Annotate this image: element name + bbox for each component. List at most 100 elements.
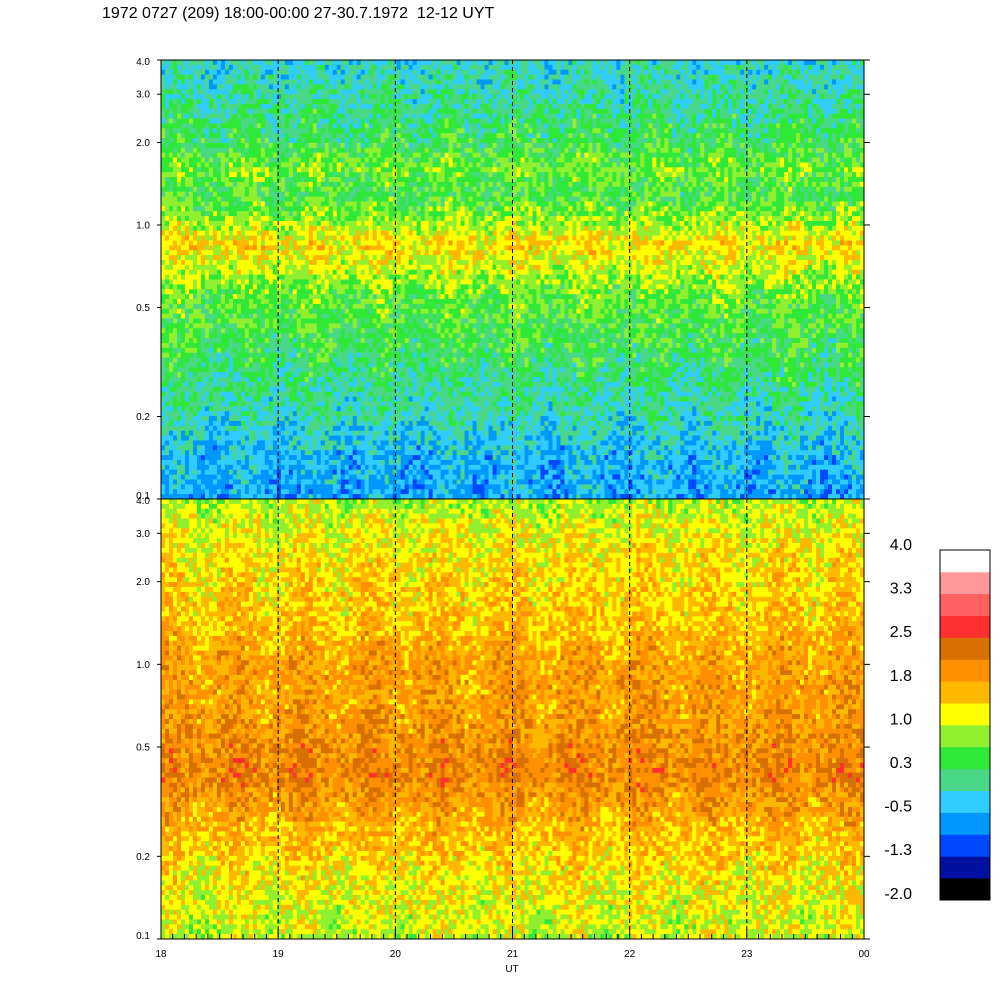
heatmap-cell (445, 182, 449, 187)
heatmap-cell (784, 65, 788, 70)
heatmap-cell (768, 177, 772, 182)
heatmap-cell (524, 60, 528, 65)
heatmap-cell (648, 187, 652, 192)
heatmap-cell (397, 153, 401, 158)
heatmap-cell (305, 70, 309, 75)
heatmap-cell (592, 75, 596, 80)
heatmap-cell (752, 99, 756, 104)
heatmap-cell (572, 123, 576, 128)
heatmap-cell (217, 123, 221, 128)
heatmap-cell (349, 84, 353, 89)
heatmap-cell (760, 104, 764, 109)
heatmap-cell (784, 148, 788, 153)
heatmap-cell (792, 80, 796, 85)
heatmap-cell (505, 148, 509, 153)
heatmap-cell (756, 172, 760, 177)
heatmap-cell (417, 75, 421, 80)
heatmap-cell (309, 94, 313, 99)
heatmap-cell (449, 75, 453, 80)
heatmap-cell (241, 167, 245, 172)
heatmap-cell (201, 143, 205, 148)
heatmap-cell (273, 60, 277, 65)
heatmap-cell (848, 89, 852, 94)
heatmap-cell (453, 182, 457, 187)
heatmap-cell (612, 89, 616, 94)
heatmap-cell (516, 123, 520, 128)
heatmap-cell (588, 138, 592, 143)
heatmap-cell (560, 172, 564, 177)
heatmap-cell (197, 143, 201, 148)
heatmap-cell (588, 99, 592, 104)
heatmap-cell (249, 119, 253, 124)
heatmap-cell (756, 94, 760, 99)
heatmap-cell (377, 94, 381, 99)
heatmap-cell (253, 192, 257, 197)
heatmap-cell (804, 123, 808, 128)
heatmap-cell (852, 133, 856, 138)
heatmap-cell (824, 138, 828, 143)
heatmap-cell (345, 182, 349, 187)
heatmap-cell (516, 172, 520, 177)
heatmap-cell (652, 158, 656, 163)
heatmap-cell (253, 197, 257, 202)
heatmap-cell (620, 80, 624, 85)
heatmap-cell (377, 143, 381, 148)
heatmap-cell (636, 158, 640, 163)
heatmap-cell (664, 133, 668, 138)
heatmap-cell (608, 192, 612, 197)
heatmap-cell (552, 162, 556, 167)
heatmap-cell (209, 99, 213, 104)
heatmap-cell (333, 197, 337, 202)
heatmap-cell (253, 153, 257, 158)
heatmap-cell (497, 70, 501, 75)
heatmap-cell (832, 89, 836, 94)
heatmap-cell (353, 192, 357, 197)
heatmap-cell (381, 162, 385, 167)
heatmap-cell (357, 187, 361, 192)
heatmap-cell (592, 114, 596, 119)
heatmap-cell (317, 99, 321, 104)
heatmap-cell (161, 99, 165, 104)
heatmap-cell (552, 65, 556, 70)
heatmap-cell (624, 119, 628, 124)
heatmap-cell (620, 119, 624, 124)
heatmap-cell (596, 104, 600, 109)
heatmap-cell (329, 133, 333, 138)
heatmap-cell (457, 153, 461, 158)
heatmap-cell (249, 99, 253, 104)
heatmap-cell (824, 172, 828, 177)
heatmap-cell (317, 133, 321, 138)
heatmap-cell (664, 65, 668, 70)
heatmap-cell (185, 114, 189, 119)
heatmap-cell (692, 187, 696, 192)
heatmap-cell (520, 70, 524, 75)
heatmap-cell (804, 153, 808, 158)
heatmap-cell (532, 182, 536, 187)
heatmap-cell (800, 104, 804, 109)
heatmap-cell (572, 60, 576, 65)
heatmap-cell (576, 123, 580, 128)
heatmap-cell (820, 75, 824, 80)
heatmap-cell (688, 65, 692, 70)
heatmap-cell (197, 187, 201, 192)
heatmap-cell (389, 123, 393, 128)
heatmap-cell (461, 187, 465, 192)
heatmap-cell (181, 177, 185, 182)
heatmap-cell (776, 143, 780, 148)
heatmap-cell (473, 148, 477, 153)
heatmap-cell (345, 158, 349, 163)
heatmap-cell (185, 153, 189, 158)
heatmap-cell (485, 177, 489, 182)
heatmap-cell (556, 133, 560, 138)
heatmap-cell (812, 70, 816, 75)
heatmap-cell (704, 187, 708, 192)
heatmap-cell (684, 167, 688, 172)
heatmap-cell (169, 94, 173, 99)
heatmap-cell (281, 119, 285, 124)
heatmap-cell (604, 182, 608, 187)
heatmap-cell (840, 133, 844, 138)
heatmap-cell (385, 197, 389, 202)
heatmap-cell (780, 138, 784, 143)
heatmap-cell (556, 192, 560, 197)
heatmap-cell (357, 70, 361, 75)
